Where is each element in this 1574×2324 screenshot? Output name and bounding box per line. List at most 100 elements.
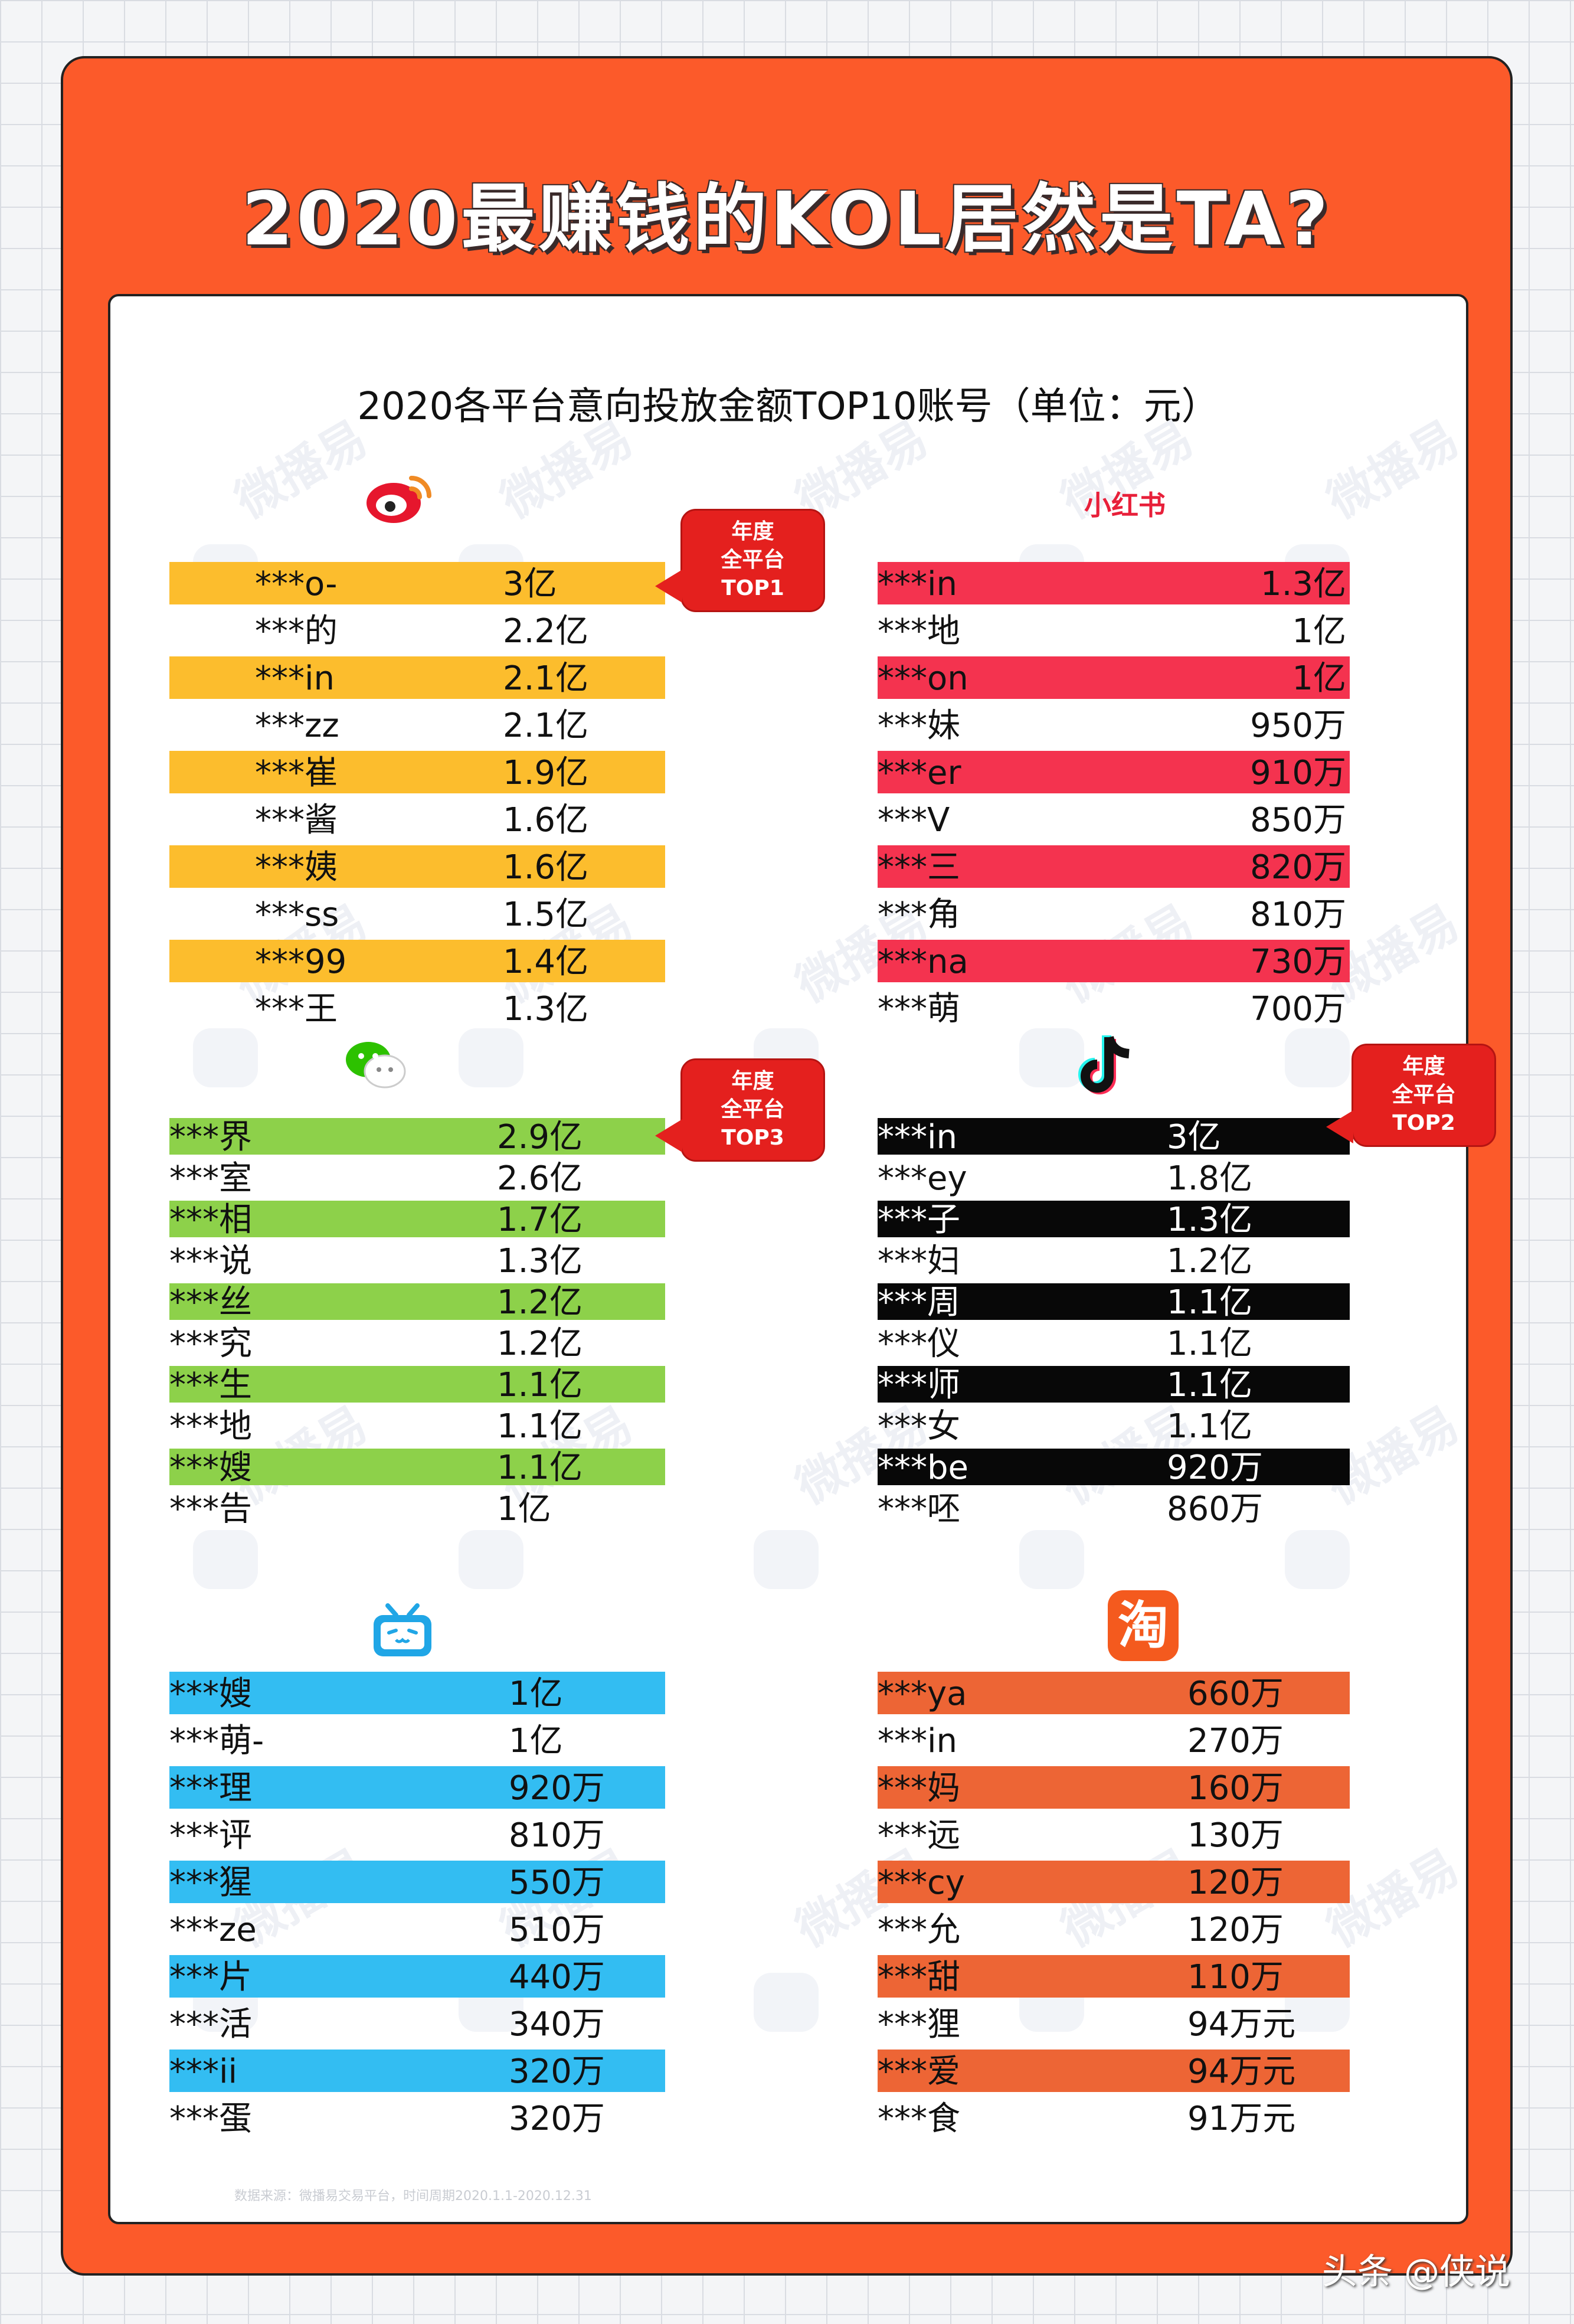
spend-amount: 3亿 [503,565,557,603]
account-name: ***告 [169,1490,252,1528]
account-name: ***in [878,565,958,603]
table-row: ***究 1.2亿 [169,1325,665,1363]
spend-amount: 270万 [1187,1722,1284,1760]
account-name: ***三 [878,848,960,887]
table-row: ***远 130万 [878,1813,1350,1856]
badge-line: 年度 [731,1069,774,1093]
account-name: ***in [878,1722,958,1760]
spend-amount: 2.1亿 [503,659,589,698]
spend-amount: 1亿 [1292,612,1346,651]
account-name: ***角 [878,895,960,934]
watermark-logo-icon [459,1028,523,1087]
account-name: ***嫂 [169,1449,252,1487]
spend-amount: 910万 [1250,754,1346,792]
account-name: ***o- [255,565,338,603]
account-name: ***甜 [878,1958,960,1996]
table-row: ***活 340万 [169,2002,665,2045]
badge-line: TOP1 [721,576,784,600]
account-name: ***萌 [878,990,960,1028]
table-row: ***界 2.9亿 [169,1118,665,1156]
watermark-logo-icon [1019,1530,1084,1589]
spend-amount: 1亿 [1292,659,1346,698]
account-name: ***ey [878,1159,967,1198]
table-row: ***狸 94万元 [878,2002,1350,2045]
table-row: ***蛋 320万 [169,2097,665,2139]
watermark-logo-icon [754,1973,819,2032]
account-name: ***姨 [255,848,338,887]
badge-pointer [1326,1110,1353,1143]
account-name: ***ss [255,895,339,934]
spend-amount: 91万元 [1187,2100,1296,2138]
spend-amount: 320万 [509,2100,605,2138]
douyin-ranking-table: ***in 3亿 ***ey 1.8亿 ***子 1.3亿 ***妇 1.2亿 ***周 1.1亿… [878,1118,1350,1531]
badge-pointer [655,1119,682,1152]
table-row: ***in 1.3亿 [878,562,1350,604]
badge-line: 全平台 [721,548,785,572]
watermark-logo-icon [193,1028,258,1087]
spend-amount: 94万元 [1187,2052,1296,2091]
spend-amount: 320万 [509,2052,605,2091]
spend-amount: 160万 [1187,1769,1284,1807]
account-name: ***酱 [255,801,338,839]
watermark-logo-icon [459,1530,523,1589]
account-name: ***说 [169,1242,252,1280]
table-row: ***ii 320万 [169,2050,665,2092]
account-name: ***仪 [878,1325,960,1363]
account-name: ***be [878,1449,968,1487]
spend-amount: 730万 [1250,943,1346,981]
signature: 头条 @侠说 [1322,2251,1511,2293]
account-name: ***in [255,659,335,698]
spend-amount: 1.2亿 [497,1283,583,1322]
table-row: ***周 1.1亿 [878,1283,1350,1322]
data-source-note: 数据来源：微播易交易平台，时间周期2020.1.1-2020.12.31 [234,2189,592,2204]
account-name: ***猩 [169,1864,252,1902]
account-name: ***cy [878,1864,965,1902]
badge-line: 全平台 [721,1097,785,1122]
account-name: ***狸 [878,2005,960,2044]
account-name: ***允 [878,1911,960,1949]
table-row: ***妹 950万 [878,704,1350,746]
spend-amount: 120万 [1187,1911,1284,1949]
table-row: ***ey 1.8亿 [878,1159,1350,1198]
account-name: ***地 [169,1407,252,1446]
table-row: ***王 1.3亿 [169,987,665,1029]
spend-amount: 810万 [509,1816,605,1855]
douyin-icon [1078,1031,1143,1104]
table-row: ***妇 1.2亿 [878,1242,1350,1280]
table-row: ***o- 3亿 [169,562,665,604]
wechat-icon [343,1037,408,1093]
watermark-logo-icon [1019,1028,1084,1087]
spend-amount: 1亿 [509,1722,563,1760]
badge-line: TOP2 [1392,1111,1455,1135]
account-name: ***ii [169,2052,238,2091]
table-row: ***地 1.1亿 [169,1407,665,1446]
table-row: ***in 270万 [878,1719,1350,1761]
spend-amount: 1.1亿 [1167,1366,1253,1404]
spend-amount: 110万 [1187,1958,1284,1996]
spend-amount: 1.2亿 [1167,1242,1253,1280]
account-name: ***片 [169,1958,252,1996]
spend-amount: 1.1亿 [1167,1325,1253,1363]
spend-amount: 660万 [1187,1675,1284,1713]
account-name: ***食 [878,2100,960,2138]
top1-badge: 年度全平台 TOP1 [655,509,825,612]
table-row: ***in 2.1亿 [169,656,665,699]
spend-amount: 820万 [1250,848,1346,887]
badge-line: 年度 [731,519,774,544]
account-name: ***活 [169,2005,252,2044]
table-row: ***仪 1.1亿 [878,1325,1350,1363]
badge-line: 年度 [1402,1054,1445,1078]
spend-amount: 3亿 [1167,1118,1221,1156]
account-name: ***究 [169,1325,252,1363]
table-row: ***zz 2.1亿 [169,704,665,746]
spend-amount: 2.6亿 [497,1159,583,1198]
table-row: ***相 1.7亿 [169,1201,665,1239]
watermark-logo-icon [193,1530,258,1589]
spend-amount: 1.1亿 [1167,1283,1253,1322]
spend-amount: 1.6亿 [503,848,589,887]
table-row: ***子 1.3亿 [878,1201,1350,1239]
table-row: ***理 920万 [169,1766,665,1809]
account-name: ***周 [878,1283,960,1322]
spend-amount: 1亿 [497,1490,551,1528]
account-name: ***子 [878,1201,960,1239]
